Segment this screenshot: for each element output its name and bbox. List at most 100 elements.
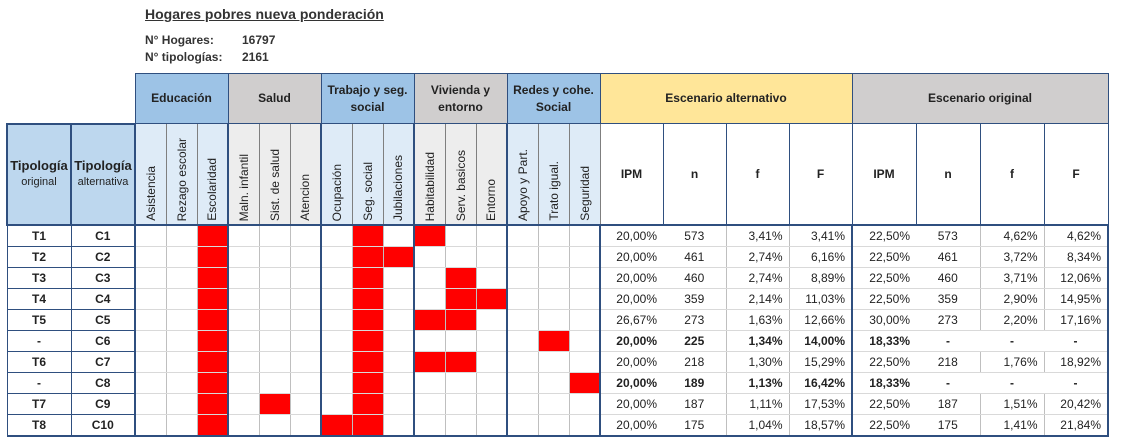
value-cell-alt-n: 359 (663, 288, 726, 310)
value-cell-alt-ipm: 20,00% (599, 393, 663, 415)
tipologia-original-sub: original (21, 176, 57, 189)
indicator-header: Atencion (289, 123, 322, 226)
indicator-header: Sist. de salud (258, 123, 291, 226)
indicator-cell (413, 372, 446, 394)
indicator-cell (475, 351, 508, 373)
value-cell-alt-f: 1,34% (725, 330, 789, 352)
deprivation-mark (475, 288, 508, 310)
tipologia-alternativa-cell: C10 (70, 414, 136, 437)
indicator-cell (382, 372, 415, 394)
indicator-cell (413, 246, 446, 268)
indicator-label: Seg. social (360, 162, 375, 221)
indicator-cell (289, 267, 322, 289)
value-cell-orig-n: 359 (916, 288, 980, 310)
indicator-label: Ocupación (329, 163, 344, 221)
indicator-cell (289, 288, 322, 310)
tipologia-alternativa-cell: C1 (70, 224, 136, 247)
value-cell-orig-F: 21,84% (1043, 414, 1109, 437)
value-cell-orig-F: - (1044, 372, 1109, 394)
indicator-cell (382, 393, 415, 415)
deprivation-mark (413, 351, 446, 373)
deprivation-mark (444, 351, 477, 373)
value-cell-alt-f: 2,14% (725, 288, 789, 310)
tipologia-original-cell: T6 (6, 351, 72, 373)
indicator-cell (227, 267, 260, 289)
group-educacion: Educación (134, 73, 229, 124)
value-cell-orig-n: 273 (916, 309, 980, 331)
value-cell-orig-ipm: 22,50% (851, 393, 916, 415)
tipologia-original-cell: T1 (6, 224, 72, 247)
indicator-label: Jubilaciones (391, 154, 406, 221)
tipologia-alternativa-cell: C2 (70, 246, 136, 268)
deprivation-mark (568, 372, 601, 394)
indicator-cell (537, 372, 570, 394)
value-cell-orig-ipm: 18,33% (851, 330, 916, 352)
indicator-label: Rezago escolar (174, 137, 189, 221)
deprivation-mark (351, 393, 384, 415)
deprivation-mark (351, 414, 384, 437)
indicator-cell (568, 267, 601, 289)
deprivation-mark (413, 309, 446, 331)
value-cell-orig-f: 4,62% (979, 224, 1044, 247)
indicator-cell (537, 309, 570, 331)
metric-header: F (788, 123, 853, 226)
indicator-cell (320, 330, 353, 352)
typology-table: Educación Salud Trabajo y seg. social Vi… (6, 73, 1109, 437)
indicator-cell (165, 224, 198, 247)
indicator-cell (289, 224, 322, 247)
tipologia-original-cell: T7 (6, 393, 72, 415)
table-row: T1 C1 20,00% 573 3,41% 3,41% 22,50% 573 4,62% 4,6… (6, 224, 1109, 247)
value-cell-alt-n: 460 (663, 267, 726, 289)
indicator-cell (289, 372, 322, 394)
deprivation-mark (351, 309, 384, 331)
value-cell-alt-f: 3,41% (725, 224, 789, 247)
table-row: T5 C5 26,67% 273 1,63% 12,66% 30,00% 273 2,20% 17… (6, 309, 1109, 331)
indicator-cell (165, 414, 198, 437)
indicator-header: Maln. infantil (227, 123, 260, 226)
tipologias-value: 2161 (242, 50, 269, 64)
deprivation-mark (196, 246, 229, 268)
value-cell-orig-f: 2,90% (979, 288, 1044, 310)
indicator-cell (537, 288, 570, 310)
metric-header: n (915, 123, 981, 226)
value-cell-alt-n: 218 (663, 351, 726, 373)
value-cell-orig-ipm: 22,50% (851, 267, 916, 289)
deprivation-mark (196, 288, 229, 310)
indicator-cell (258, 224, 291, 247)
value-cell-orig-f: - (980, 330, 1044, 352)
value-cell-orig-F: 17,16% (1043, 309, 1109, 331)
tipologia-alternativa-sub: alternativa (77, 176, 129, 189)
indicator-cell (258, 288, 291, 310)
value-cell-orig-ipm: 18,33% (851, 372, 916, 394)
value-cell-alt-F: 3,41% (788, 224, 852, 247)
indicator-cell (165, 351, 198, 373)
deprivation-mark (196, 224, 229, 247)
indicator-cell (165, 267, 198, 289)
value-cell-alt-n: 189 (663, 372, 726, 394)
table-row: T3 C3 20,00% 460 2,74% 8,89% 22,50% 460 3,71% 12,… (6, 267, 1109, 289)
value-cell-orig-F: - (1044, 330, 1109, 352)
indicator-cell (382, 330, 415, 352)
indicator-cell (382, 288, 415, 310)
indicator-header: Rezago escolar (165, 123, 198, 226)
table-row: T8 C10 20,00% 175 1,04% 18,57% 22,50% 175 1,41% 2… (6, 414, 1109, 437)
value-cell-alt-n: 573 (663, 224, 726, 247)
value-cell-orig-F: 8,34% (1043, 246, 1109, 268)
tipologia-alternativa-cell: C9 (70, 393, 136, 415)
value-cell-alt-ipm: 20,00% (599, 267, 663, 289)
metric-header: F (1043, 123, 1109, 226)
tipologia-alternativa-cell: C3 (70, 267, 136, 289)
indicator-cell (134, 393, 167, 415)
tipologia-alternativa-cell: C8 (70, 372, 136, 394)
indicator-cell (289, 309, 322, 331)
indicator-cell (134, 288, 167, 310)
value-cell-alt-n: 187 (663, 393, 726, 415)
value-cell-alt-ipm: 20,00% (599, 246, 663, 268)
indicator-cell (227, 330, 260, 352)
indicator-cell (134, 372, 167, 394)
indicator-cell (320, 288, 353, 310)
value-cell-orig-n: 218 (916, 351, 980, 373)
value-cell-alt-ipm: 20,00% (599, 224, 663, 247)
metric-header: n (662, 123, 727, 226)
value-cell-orig-F: 4,62% (1043, 224, 1109, 247)
